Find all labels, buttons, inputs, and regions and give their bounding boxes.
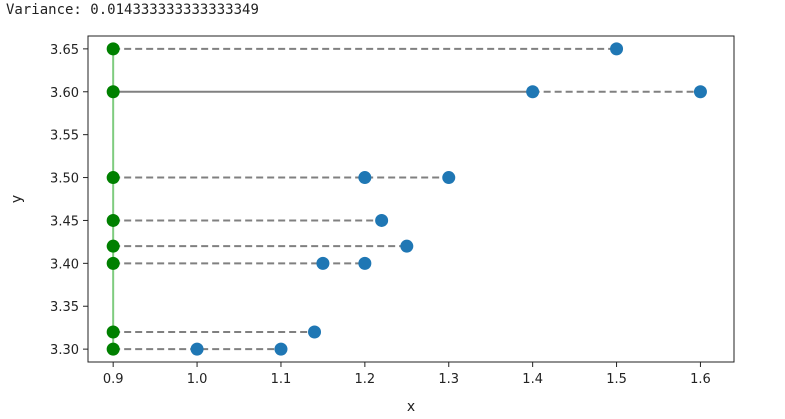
- y-tick-label-0: 3.30: [50, 343, 79, 358]
- data-point-2-0: [358, 171, 372, 185]
- y-axis-label: y: [9, 195, 25, 203]
- variance-label: Variance:: [6, 2, 82, 18]
- data-point-1-1: [693, 85, 707, 99]
- plot-area: [106, 42, 707, 356]
- y-tick-label-3: 3.45: [50, 214, 79, 229]
- data-point-7-1: [274, 342, 288, 356]
- y-tick-label-4: 3.50: [50, 172, 79, 187]
- reference-point-0: [106, 42, 120, 56]
- y-tick-label-7: 3.65: [50, 43, 79, 58]
- data-point-6-0: [308, 325, 322, 339]
- x-tick-label-4: 1.3: [438, 372, 459, 387]
- data-point-0-0: [610, 42, 624, 56]
- reference-point-1: [106, 85, 120, 99]
- variance-value: 0.014333333333333349: [90, 2, 259, 18]
- data-point-5-1: [358, 256, 372, 270]
- x-tick-label-6: 1.5: [606, 372, 627, 387]
- x-tick-label-1: 1.0: [187, 372, 208, 387]
- data-point-2-1: [442, 171, 456, 185]
- y-axis: 3.30 3.35 3.40 3.45 3.50 3.55 3.60 3.65: [50, 43, 88, 358]
- x-tick-label-3: 1.2: [355, 372, 376, 387]
- x-tick-label-7: 1.6: [690, 372, 711, 387]
- data-point-7-0: [190, 342, 204, 356]
- y-tick-label-1: 3.35: [50, 300, 79, 315]
- x-tick-label-0: 0.9: [103, 372, 124, 387]
- reference-point-3: [106, 213, 120, 227]
- reference-point-6: [106, 325, 120, 339]
- reference-point-5: [106, 256, 120, 270]
- y-tick-label-6: 3.60: [50, 86, 79, 101]
- data-point-1-0: [526, 85, 540, 99]
- variance-output: Variance: 0.014333333333333349: [6, 2, 259, 18]
- y-tick-label-5: 3.55: [50, 129, 79, 144]
- reference-point-7: [106, 342, 120, 356]
- axes-frame: [87, 35, 735, 363]
- x-tick-label-5: 1.4: [522, 372, 543, 387]
- data-point-3-0: [375, 213, 389, 227]
- x-tick-label-2: 1.1: [271, 372, 292, 387]
- y-tick-label-2: 3.40: [50, 257, 79, 272]
- data-point-5-0: [316, 256, 330, 270]
- reference-point-2: [106, 171, 120, 185]
- reference-point-4: [106, 239, 120, 253]
- x-axis-label: x: [407, 399, 415, 415]
- data-point-4-0: [400, 239, 414, 253]
- x-axis: 0.9 1.0 1.1 1.2 1.3 1.4 1.5 1.6: [103, 362, 711, 387]
